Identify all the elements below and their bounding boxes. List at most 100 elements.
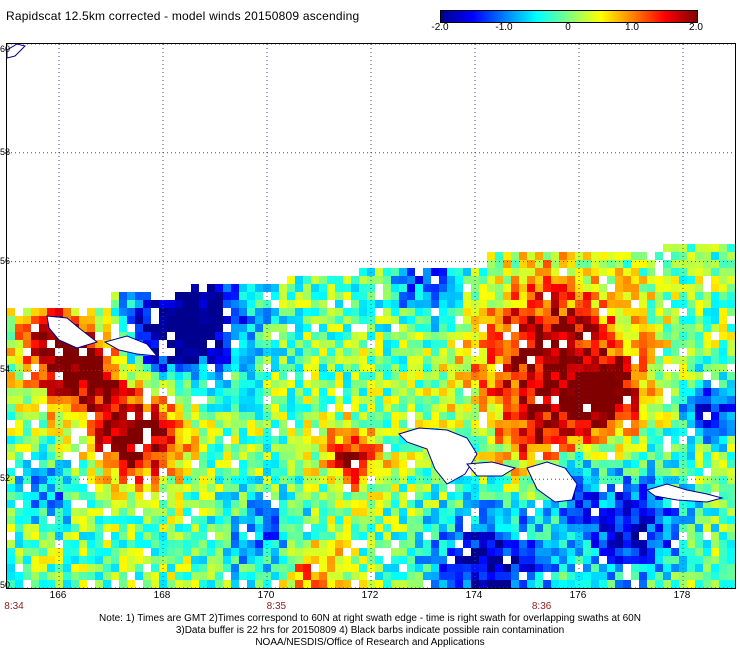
wind-cell	[695, 476, 703, 484]
wind-cell	[583, 340, 591, 348]
wind-cell	[183, 316, 191, 324]
wind-cell	[255, 412, 263, 420]
wind-cell	[207, 412, 215, 420]
wind-cell	[151, 532, 159, 540]
wind-cell	[223, 452, 231, 460]
wind-cell	[351, 524, 359, 532]
wind-cell	[303, 500, 311, 508]
wind-cell	[279, 356, 287, 364]
wind-cell	[175, 460, 183, 468]
wind-cell	[623, 452, 631, 460]
wind-cell	[191, 388, 199, 396]
wind-cell	[351, 404, 359, 412]
wind-cell	[295, 580, 303, 588]
wind-cell	[151, 524, 159, 532]
wind-cell	[63, 484, 71, 492]
wind-cell	[399, 388, 407, 396]
wind-cell	[655, 548, 663, 556]
wind-cell	[319, 404, 327, 412]
wind-cell	[359, 356, 367, 364]
wind-cell	[543, 500, 551, 508]
wind-cell	[79, 484, 87, 492]
wind-cell	[631, 468, 639, 476]
wind-cell	[319, 564, 327, 572]
wind-cell	[151, 340, 159, 348]
wind-cell	[7, 524, 15, 532]
wind-cell	[223, 340, 231, 348]
wind-cell	[23, 532, 31, 540]
wind-cell	[167, 452, 175, 460]
wind-cell	[535, 556, 543, 564]
wind-cell	[727, 452, 735, 460]
wind-cell	[415, 572, 423, 580]
wind-cell	[95, 308, 103, 316]
wind-cell	[399, 500, 407, 508]
wind-cell	[39, 468, 47, 476]
wind-cell	[399, 556, 407, 564]
wind-cell	[311, 548, 319, 556]
wind-cell	[199, 380, 207, 388]
wind-cell	[311, 348, 319, 356]
wind-cell	[591, 292, 599, 300]
wind-cell	[327, 340, 335, 348]
wind-cell	[39, 364, 47, 372]
wind-cell	[207, 548, 215, 556]
wind-cell	[687, 460, 695, 468]
wind-cell	[207, 444, 215, 452]
wind-cell	[415, 276, 423, 284]
wind-cell	[567, 284, 575, 292]
wind-cell	[695, 340, 703, 348]
wind-cell	[479, 508, 487, 516]
wind-cell	[335, 548, 343, 556]
wind-cell	[127, 332, 135, 340]
wind-cell	[143, 444, 151, 452]
wind-cell	[703, 324, 711, 332]
wind-cell	[287, 284, 295, 292]
wind-cell	[439, 540, 447, 548]
wind-cell	[535, 580, 543, 588]
wind-cell	[487, 372, 495, 380]
wind-cell	[95, 404, 103, 412]
wind-cell	[591, 484, 599, 492]
wind-cell	[31, 348, 39, 356]
wind-cell	[527, 580, 535, 588]
wind-cell	[687, 556, 695, 564]
wind-cell	[527, 572, 535, 580]
wind-cell	[623, 548, 631, 556]
wind-cell	[495, 308, 503, 316]
wind-cell	[103, 340, 111, 348]
wind-cell	[495, 428, 503, 436]
wind-cell	[95, 564, 103, 572]
wind-cell	[623, 372, 631, 380]
wind-cell	[335, 428, 343, 436]
wind-cell	[15, 332, 23, 340]
wind-cell	[551, 548, 559, 556]
wind-cell	[615, 356, 623, 364]
wind-cell	[527, 300, 535, 308]
wind-cell	[303, 340, 311, 348]
wind-cell	[39, 436, 47, 444]
wind-cell	[503, 548, 511, 556]
wind-cell	[535, 284, 543, 292]
wind-cell	[303, 476, 311, 484]
wind-cell	[271, 540, 279, 548]
wind-cell	[631, 452, 639, 460]
wind-cell	[511, 428, 519, 436]
wind-cell	[431, 388, 439, 396]
wind-cell	[655, 292, 663, 300]
wind-cell	[151, 436, 159, 444]
wind-cell	[287, 564, 295, 572]
wind-cell	[143, 580, 151, 588]
wind-cell	[399, 372, 407, 380]
wind-cell	[415, 396, 423, 404]
wind-cell	[383, 436, 391, 444]
wind-cell	[255, 484, 263, 492]
wind-cell	[615, 580, 623, 588]
wind-cell	[623, 300, 631, 308]
wind-cell	[119, 524, 127, 532]
wind-cell	[559, 436, 567, 444]
wind-cell	[719, 268, 727, 276]
wind-cell	[495, 484, 503, 492]
wind-cell	[591, 340, 599, 348]
wind-cell	[415, 332, 423, 340]
